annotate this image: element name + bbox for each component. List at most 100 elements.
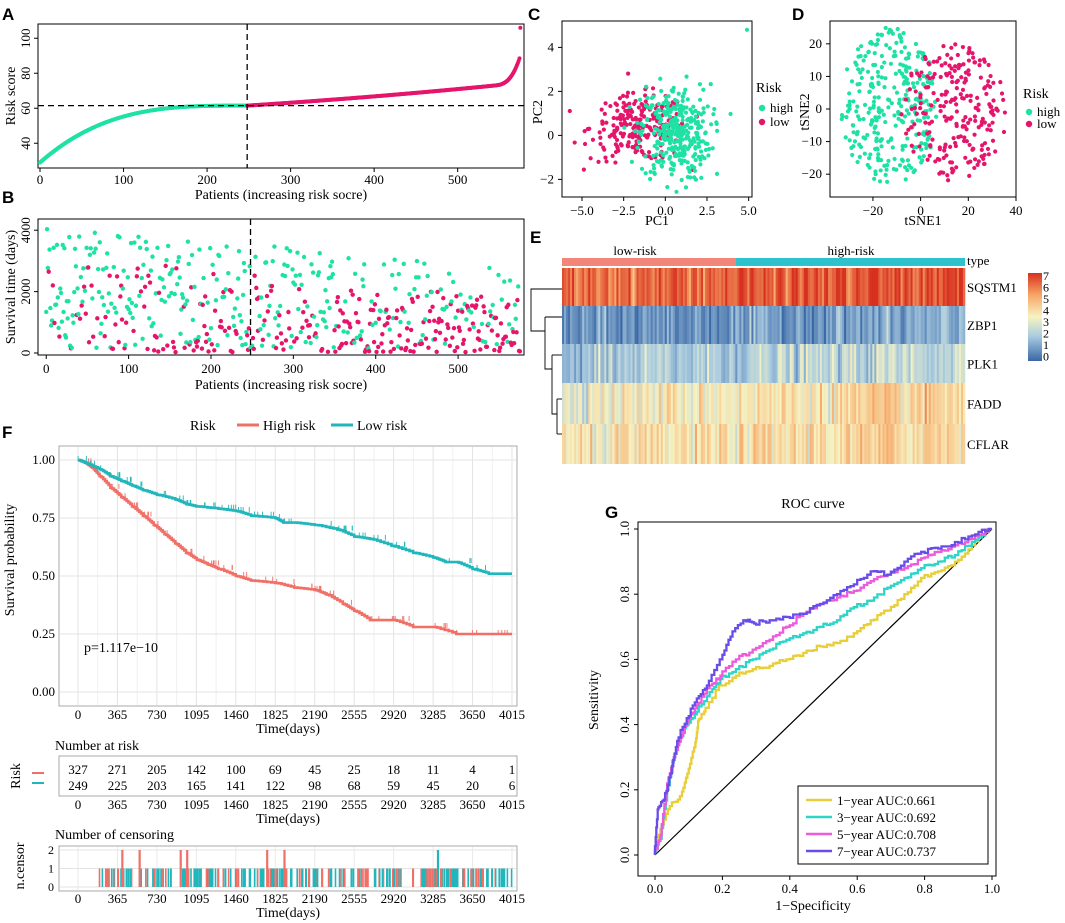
panel-d-point bbox=[899, 49, 904, 55]
censor-bar bbox=[210, 868, 212, 887]
panel-e-cell bbox=[650, 344, 653, 383]
panel-e-cell bbox=[622, 268, 625, 306]
panel-e-cell bbox=[785, 306, 788, 344]
censor-bar bbox=[433, 868, 435, 887]
censor-bar bbox=[360, 868, 363, 887]
panel-b-point bbox=[413, 342, 418, 348]
panel-c-point bbox=[703, 130, 708, 135]
panel-e-cell bbox=[737, 424, 740, 464]
panel-e-cell bbox=[793, 306, 797, 344]
panel-e-cell bbox=[906, 383, 909, 424]
panel-e-cell bbox=[936, 424, 940, 464]
panel-e-cell bbox=[934, 424, 938, 464]
panel-e-cell bbox=[882, 344, 885, 383]
panel-f-ytick-label: 0.50 bbox=[32, 568, 55, 583]
panel-e-cell bbox=[894, 268, 897, 306]
panel-e-cell bbox=[594, 344, 597, 383]
panel-g-axis-ticks: 0.0 0.2 0.4 0.6 0.8 1.00.00.20.40.60.81.0 bbox=[617, 521, 1000, 896]
panel-d-point bbox=[893, 53, 898, 58]
panel-e-cell bbox=[787, 306, 790, 344]
panel-e-cell bbox=[680, 344, 684, 383]
panel-e-cell bbox=[733, 424, 736, 464]
panel-e-cell bbox=[654, 306, 657, 344]
panel-b-point bbox=[324, 324, 329, 330]
panel-d-point bbox=[929, 103, 934, 108]
panel-e-cell bbox=[660, 268, 664, 306]
panel-d-point bbox=[881, 112, 886, 117]
panel-e-cell bbox=[705, 306, 708, 344]
panel-d-legend-high-marker bbox=[1025, 108, 1033, 116]
panel-e-cell bbox=[707, 268, 710, 306]
panel-d-xtick-label: 40 bbox=[1010, 203, 1023, 218]
censor-bar bbox=[498, 868, 500, 887]
panel-e-cell bbox=[612, 344, 615, 383]
panel-c-point bbox=[646, 132, 651, 137]
panel-b-point bbox=[415, 294, 420, 300]
panel-b-point bbox=[433, 328, 439, 334]
panel-e-cell bbox=[892, 268, 895, 306]
panel-label-e: E bbox=[530, 228, 541, 247]
panel-e-cell bbox=[733, 383, 736, 424]
panel-e-cell bbox=[672, 383, 676, 424]
panel-e-cell bbox=[884, 268, 887, 306]
panel-b-point bbox=[498, 321, 504, 326]
panel-e-cell bbox=[825, 344, 829, 383]
censor-bar bbox=[494, 868, 497, 887]
panel-f-ytick-label: 0.75 bbox=[32, 510, 55, 525]
panel-e-cell bbox=[723, 306, 726, 344]
panel-e-cell bbox=[674, 268, 678, 306]
panel-b-point bbox=[450, 335, 455, 340]
panel-e-cell bbox=[564, 424, 567, 464]
panel-e-cell bbox=[938, 383, 942, 424]
panel-e-cell bbox=[763, 424, 766, 464]
panel-d-point bbox=[855, 47, 861, 52]
panel-e-cell bbox=[572, 268, 575, 306]
panel-e-cell bbox=[834, 344, 837, 383]
panel-e-cell bbox=[838, 383, 841, 424]
panel-c-point bbox=[676, 91, 681, 96]
panel-e-cell bbox=[592, 268, 595, 306]
panel-d-point bbox=[941, 170, 946, 175]
panel-b-point bbox=[209, 342, 215, 347]
panel-d-point bbox=[857, 117, 862, 122]
panel-f-ytick-label: 0.00 bbox=[32, 684, 55, 699]
panel-e-cell bbox=[866, 424, 869, 464]
panel-e-cell bbox=[719, 306, 722, 344]
panel-d-point bbox=[879, 53, 885, 59]
panel-c-point bbox=[676, 153, 681, 158]
panel-c-point bbox=[692, 139, 697, 144]
panel-label-c: C bbox=[528, 5, 540, 24]
panel-g-xtick-label: 0.6 bbox=[849, 881, 866, 896]
panel-b-point bbox=[410, 299, 415, 305]
panel-e-cell bbox=[817, 344, 821, 383]
panel-e-cell bbox=[566, 424, 569, 464]
panel-d-point bbox=[847, 99, 852, 104]
panel-e-cell bbox=[922, 424, 925, 464]
panel-e-cell bbox=[608, 344, 611, 383]
panel-e-cell bbox=[793, 424, 797, 464]
panel-b-point bbox=[401, 261, 406, 267]
panel-b-point bbox=[391, 346, 397, 352]
panel-c-xlabel: PC1 bbox=[645, 214, 669, 229]
panel-e-cell bbox=[761, 424, 764, 464]
panel-b-point bbox=[212, 308, 218, 313]
panel-b-point bbox=[371, 307, 376, 313]
panel-c-point bbox=[685, 146, 690, 152]
panel-c-point bbox=[712, 106, 717, 112]
panel-b-point bbox=[94, 345, 99, 350]
panel-d-point bbox=[903, 143, 908, 148]
panel-b-point bbox=[408, 327, 414, 333]
panel-b-point bbox=[358, 337, 364, 342]
panel-e-cell bbox=[640, 344, 643, 383]
panel-d-point bbox=[986, 62, 991, 68]
panel-d-point bbox=[890, 31, 895, 36]
panel-b-point bbox=[206, 349, 211, 354]
panel-e-cell bbox=[904, 424, 907, 464]
panel-e-cell bbox=[564, 268, 567, 306]
panel-b-point bbox=[411, 349, 416, 354]
panel-c-point bbox=[674, 189, 679, 194]
panel-c-frame bbox=[561, 20, 753, 198]
panel-c-point bbox=[633, 150, 638, 155]
panel-e-cell bbox=[568, 424, 571, 464]
